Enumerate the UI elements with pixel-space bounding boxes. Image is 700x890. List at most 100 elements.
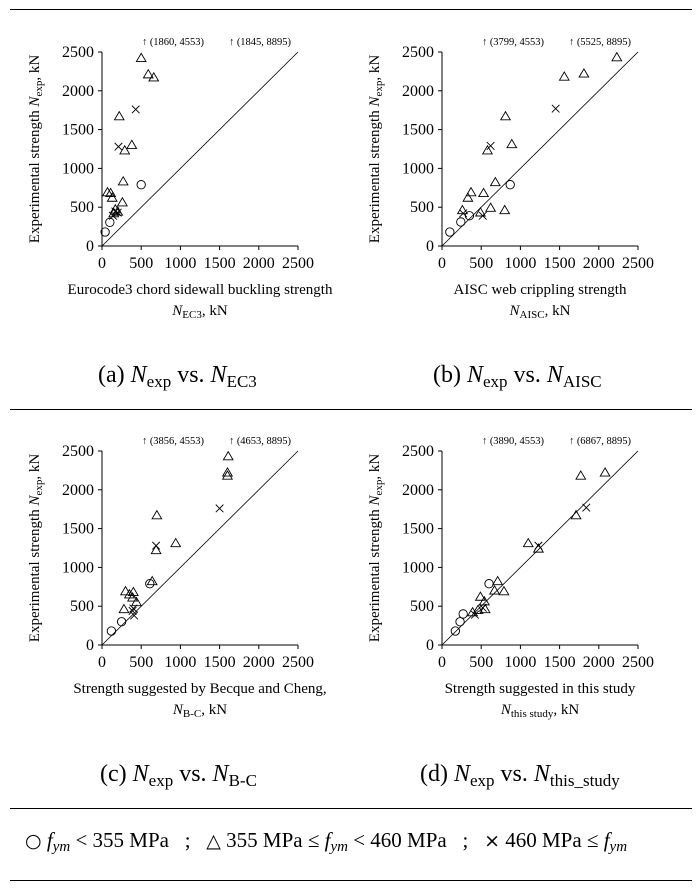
data-point-triangle [481, 144, 494, 155]
y-axis-label-symbol: N [367, 495, 383, 507]
x-tick-label: 500 [469, 255, 493, 272]
data-point-circle [450, 626, 460, 636]
y-tick-label: 2500 [402, 44, 434, 61]
caption-b: (b) Nexp vs. NAISC [433, 362, 602, 391]
data-point-cross [131, 105, 140, 114]
data-point-triangle [485, 202, 497, 212]
data-point-triangle [478, 595, 490, 606]
data-point-triangle [148, 71, 160, 82]
y-tick-label: 1500 [62, 122, 94, 139]
panel-d: 0 500 1000 1500 2000 2500 0 500 1000 1500 2000 2500… [355, 427, 695, 757]
y-axis-label-unit: , kN [367, 454, 383, 480]
x-axis-label: AISC web crippling strength [454, 282, 627, 298]
equality-line [101, 450, 299, 646]
data-point-circle [455, 617, 465, 627]
x-tick-label: 2000 [583, 255, 615, 272]
circle-icon: ○ [25, 830, 42, 852]
data-point-triangle [142, 68, 154, 79]
data-point-cross [108, 211, 118, 220]
y-axis-label: Experimental strength Nexp, kN [27, 454, 45, 643]
data-point-cross [215, 504, 224, 513]
y-tick-label: 0 [426, 637, 434, 654]
data-point-cross [130, 611, 139, 620]
x-axis-label-main: N [509, 303, 521, 319]
data-point-triangle [498, 585, 510, 596]
caption-d: (d) Nexp vs. Nthis_study [420, 761, 620, 790]
x-tick-label: 2500 [282, 255, 314, 272]
y-axis-label: Experimental strength Nexp, kN [27, 55, 45, 244]
y-tick-label: 0 [426, 238, 434, 255]
data-point-triangle [101, 186, 114, 197]
chart-b: 0 500 1000 1500 2000 2500 0 500 1000 1500 2000 2500… [367, 37, 654, 321]
y-axis-label-prefix: Experimental strength [367, 107, 383, 244]
y-axis-label: Experimental strength Nexp, kN [367, 454, 385, 643]
x-tick-label: 1000 [164, 654, 196, 671]
data-point-triangle [499, 204, 511, 215]
off-scale-note: ↑ (1845, 8895) [229, 37, 292, 48]
chart-a: 0 500 1000 1500 2000 2500 0 500 1000 1500 2000 2500… [27, 37, 333, 321]
off-scale-note: ↑ (4653, 8895) [229, 436, 292, 447]
data-point-triangle [506, 138, 518, 149]
x-axis-label-unit: , kN [545, 303, 571, 319]
data-point-triangle [522, 537, 534, 548]
data-point-cross [470, 610, 480, 619]
data-point-triangle [570, 509, 582, 520]
y-tick-label: 2500 [62, 443, 94, 460]
data-point-triangle [151, 509, 163, 520]
data-point-triangle [466, 606, 479, 617]
data-point-triangle [119, 144, 131, 155]
data-point-cross [111, 207, 120, 216]
off-scale-note: ↑ (3799, 4553) [482, 37, 545, 48]
x-axis-label: Strength suggested by Becque and Cheng, [73, 681, 326, 697]
data-point-triangle [558, 71, 570, 81]
x-tick-label: 0 [438, 654, 446, 671]
data-point-triangle [116, 196, 128, 207]
data-point-triangle [465, 186, 477, 197]
data-point-cross [478, 211, 487, 220]
x-tick-label: 1000 [504, 255, 536, 272]
x-axis-label-symbol: NEC3, kN [171, 303, 228, 321]
y-tick-label: 1000 [62, 559, 94, 576]
y-tick-label: 1500 [62, 521, 94, 538]
x-tick-label: 500 [129, 255, 153, 272]
y-tick-label: 500 [410, 598, 434, 615]
y-axis-label-unit: , kN [27, 454, 43, 480]
panel-c: 0 500 1000 1500 2000 2500 0 500 1000 1500 2000 2500… [15, 427, 355, 757]
y-axis-label-subscript: exp [373, 80, 385, 96]
y-tick-label: 0 [86, 238, 94, 255]
off-scale-note: ↑ (3890, 4553) [482, 436, 545, 447]
x-axis-label-unit: , kN [202, 303, 228, 319]
y-tick-label: 500 [70, 598, 94, 615]
caption-a: (a) Nexp vs. NEC3 [98, 362, 257, 391]
x-tick-label: 0 [98, 654, 106, 671]
y-axis-label-prefix: Experimental strength [367, 506, 383, 643]
y-tick-label: 2000 [402, 83, 434, 100]
x-tick-label: 2000 [583, 654, 615, 671]
chart-c: 0 500 1000 1500 2000 2500 0 500 1000 1500 2000 2500… [27, 436, 327, 720]
data-point-triangle [106, 192, 118, 202]
data-point-circle [458, 609, 468, 619]
y-axis-label-subscript: exp [373, 479, 385, 495]
data-point-triangle [221, 470, 234, 480]
data-point-circle [505, 180, 515, 190]
x-tick-label: 2000 [243, 255, 275, 272]
data-point-triangle [462, 192, 474, 202]
data-point-triangle [492, 575, 504, 586]
triangle-icon: △ [206, 830, 221, 852]
data-point-triangle [126, 139, 138, 149]
off-scale-note: ↑ (5525, 8895) [569, 37, 632, 48]
data-point-triangle [135, 52, 147, 63]
x-tick-label: 500 [469, 654, 493, 671]
y-tick-label: 2000 [62, 83, 94, 100]
data-point-cross [459, 209, 468, 218]
data-point-circle [116, 617, 127, 627]
x-axis-label-symbol: Nthis study, kN [500, 702, 580, 720]
panel-a: 0 500 1000 1500 2000 2500 0 500 1000 1500 2000 2500… [15, 28, 355, 358]
y-tick-label: 2500 [402, 443, 434, 460]
chart-d: 0 500 1000 1500 2000 2500 0 500 1000 1500 2000 2500… [367, 436, 654, 720]
data-point-cross [151, 541, 161, 550]
x-axis-label-subscript: B-C [183, 708, 201, 720]
data-point-cross [551, 104, 560, 113]
bottom-rule [10, 880, 692, 881]
x-tick-label: 500 [129, 654, 153, 671]
